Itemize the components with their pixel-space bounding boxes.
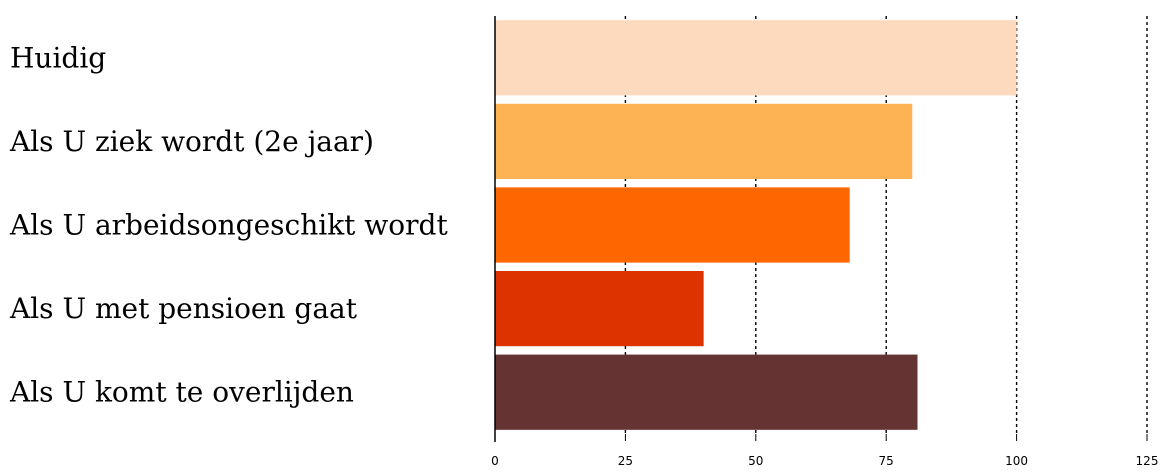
bar-3 [495, 270, 704, 347]
category-labels: Huidig Als U ziek wordt (2e jaar) Als U ar… [9, 41, 448, 408]
bar-0 [495, 20, 1017, 96]
bar-4 [495, 354, 918, 430]
bars [495, 20, 1017, 430]
x-tick-label-25: 25 [618, 454, 633, 468]
category-label-2: Als U arbeidsongeschikt wordt [9, 209, 448, 242]
category-label-1: Als U ziek wordt (2e jaar) [9, 125, 374, 158]
x-tick-label-50: 50 [748, 454, 763, 468]
category-label-0: Huidig [10, 41, 106, 74]
category-label-3: Als U met pensioen gaat [9, 292, 358, 325]
x-tick-label-75: 75 [879, 454, 894, 468]
bar-2 [495, 187, 850, 263]
x-tick-labels: 0 25 50 75 100 125 [491, 434, 1158, 468]
x-tick-label-0: 0 [491, 454, 499, 468]
bar-1 [495, 103, 913, 180]
x-tick-label-100: 100 [1005, 454, 1028, 468]
x-tick-label-125: 125 [1136, 454, 1159, 468]
category-label-4: Als U komt te overlijden [9, 376, 354, 409]
